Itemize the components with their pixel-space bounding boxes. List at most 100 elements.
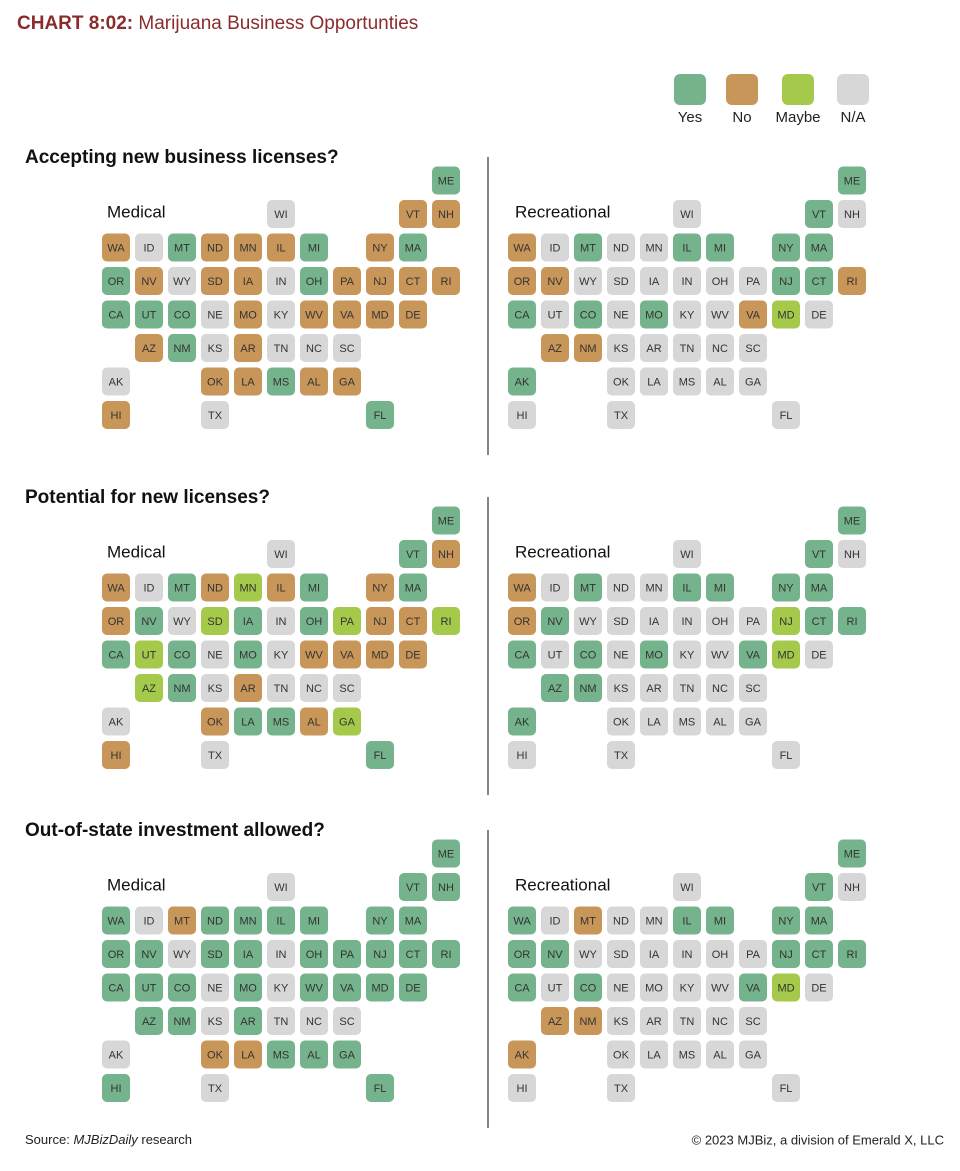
state-tile [772,267,800,295]
state-tile [234,334,262,362]
state-tile [607,1007,635,1035]
state-label: OH [712,616,729,628]
state-label: ME [844,848,861,860]
state-tile [102,367,130,396]
state-tile [607,940,635,968]
state-label: CO [580,649,597,661]
state-label: IN [276,949,287,961]
state-label: FL [780,410,793,422]
state-label: FL [374,410,387,422]
state-label: WV [305,309,323,321]
state-tile [706,640,734,669]
state-label: SC [339,1016,354,1028]
state-tile [640,334,668,362]
state-label: DE [811,309,826,321]
state-tile [739,1040,767,1069]
state-tile [333,973,361,1002]
state-label: MA [405,915,422,927]
state-label: CT [406,949,421,961]
state-tile [333,674,361,702]
state-label: GA [745,716,762,728]
state-label: SD [613,616,628,628]
state-tile [333,607,361,635]
state-label: NY [778,915,794,927]
state-tile [574,233,602,262]
state-tile [772,741,800,769]
state-label: MD [371,649,388,661]
state-tile [267,573,295,602]
state-tile [333,1007,361,1035]
state-label: AK [515,716,530,728]
state-tile [607,573,635,602]
state-label: IL [276,915,285,927]
state-label: WA [107,582,125,594]
legend-label: N/A [840,109,865,126]
state-tile [739,1007,767,1035]
state-label: CA [108,309,124,321]
state-label: NE [207,649,222,661]
panel-label: Recreational [515,875,610,894]
state-label: KY [680,649,695,661]
state-tile [201,607,229,635]
state-tile [541,1007,569,1035]
state-tile [640,300,668,329]
state-tile [366,640,394,669]
state-tile [640,267,668,295]
state-label: IA [649,276,660,288]
state-label: WY [579,276,597,288]
state-label: VA [746,649,761,661]
state-tile [640,940,668,968]
state-label: WV [711,309,729,321]
state-tile [135,674,163,702]
state-label: ND [207,915,223,927]
state-label: TX [208,410,223,422]
state-label: MT [174,582,190,594]
state-label: TN [680,683,695,695]
state-tile [201,973,229,1002]
state-tile [300,1007,328,1035]
state-tile [102,640,130,669]
state-tile [300,1040,328,1069]
state-tile [201,267,229,295]
state-label: DE [811,649,826,661]
state-tile [673,573,701,602]
state-tile [399,873,427,901]
state-tile [168,233,196,262]
state-tile [267,607,295,635]
state-label: WY [173,616,191,628]
state-label: VT [406,209,420,221]
state-label: IL [682,242,691,254]
state-label: PA [746,616,761,628]
state-label: NE [613,982,628,994]
state-tile [739,707,767,736]
state-tile [102,607,130,635]
state-tile [135,334,163,362]
state-label: NC [306,1016,322,1028]
state-label: LA [241,376,255,388]
state-label: CT [812,949,827,961]
state-label: NH [844,209,860,221]
state-tile [739,367,767,396]
state-label: IA [243,949,254,961]
state-label: NJ [373,276,386,288]
state-tile [607,300,635,329]
state-tile [399,233,427,262]
state-tile [267,233,295,262]
state-tile [640,707,668,736]
state-tile [300,607,328,635]
state-label: NV [141,276,157,288]
state-tile [432,166,460,195]
state-tile [102,707,130,736]
state-label: CA [108,982,124,994]
state-tile [366,300,394,329]
state-tile [640,973,668,1002]
state-tile [399,607,427,635]
state-tile [399,573,427,602]
panel-label: Medical [107,542,166,561]
state-tile [607,607,635,635]
state-tile [805,906,833,935]
state-label: MN [239,582,256,594]
state-label: RI [441,276,452,288]
state-tile [607,973,635,1002]
state-label: TX [614,1083,629,1095]
